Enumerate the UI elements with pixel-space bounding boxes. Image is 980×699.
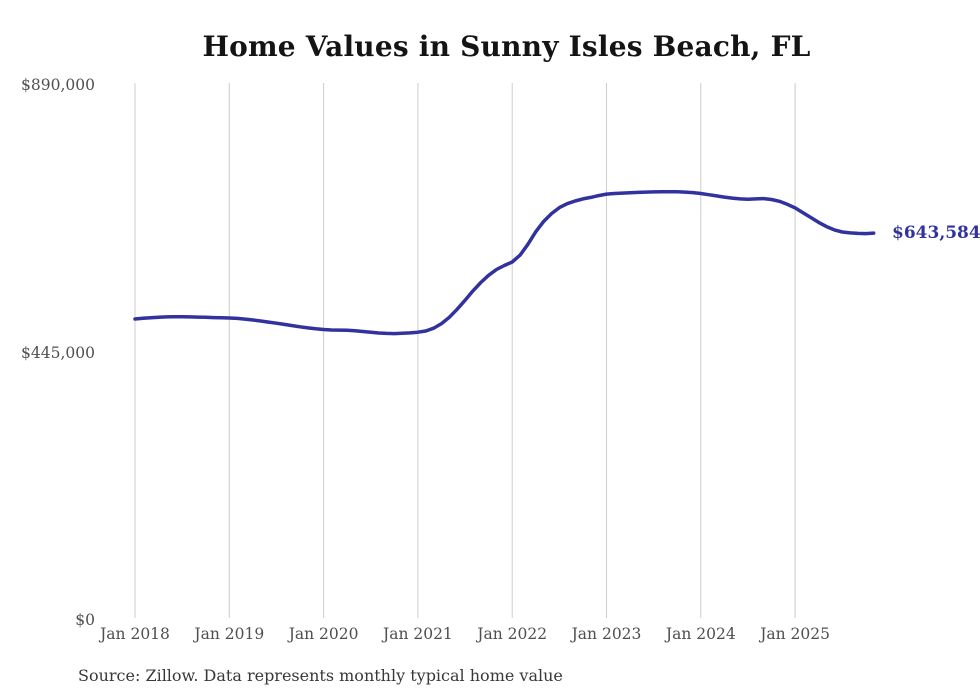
source-note: Source: Zillow. Data represents monthly … bbox=[78, 666, 563, 685]
x-tick-jan-2025: Jan 2025 bbox=[760, 625, 830, 643]
x-tick-jan-2022: Jan 2022 bbox=[477, 625, 548, 643]
x-tick-jan-2021: Jan 2021 bbox=[382, 625, 453, 643]
y-tick-890000: $890,000 bbox=[21, 76, 95, 94]
y-tick-0: $0 bbox=[75, 611, 95, 629]
x-tick-jan-2023: Jan 2023 bbox=[571, 625, 642, 643]
x-tick-jan-2019: Jan 2019 bbox=[194, 625, 265, 643]
latest-value-label: $643,584 bbox=[892, 223, 980, 244]
home-value-line bbox=[133, 189, 876, 336]
y-tick-445000: $445,000 bbox=[21, 343, 95, 362]
chart-title: Home Values in Sunny Isles Beach, FL bbox=[202, 30, 811, 63]
x-tick-jan-2020: Jan 2020 bbox=[288, 625, 359, 643]
x-tick-jan-2018: Jan 2018 bbox=[100, 625, 170, 643]
x-tick-jan-2024: Jan 2024 bbox=[665, 625, 736, 643]
